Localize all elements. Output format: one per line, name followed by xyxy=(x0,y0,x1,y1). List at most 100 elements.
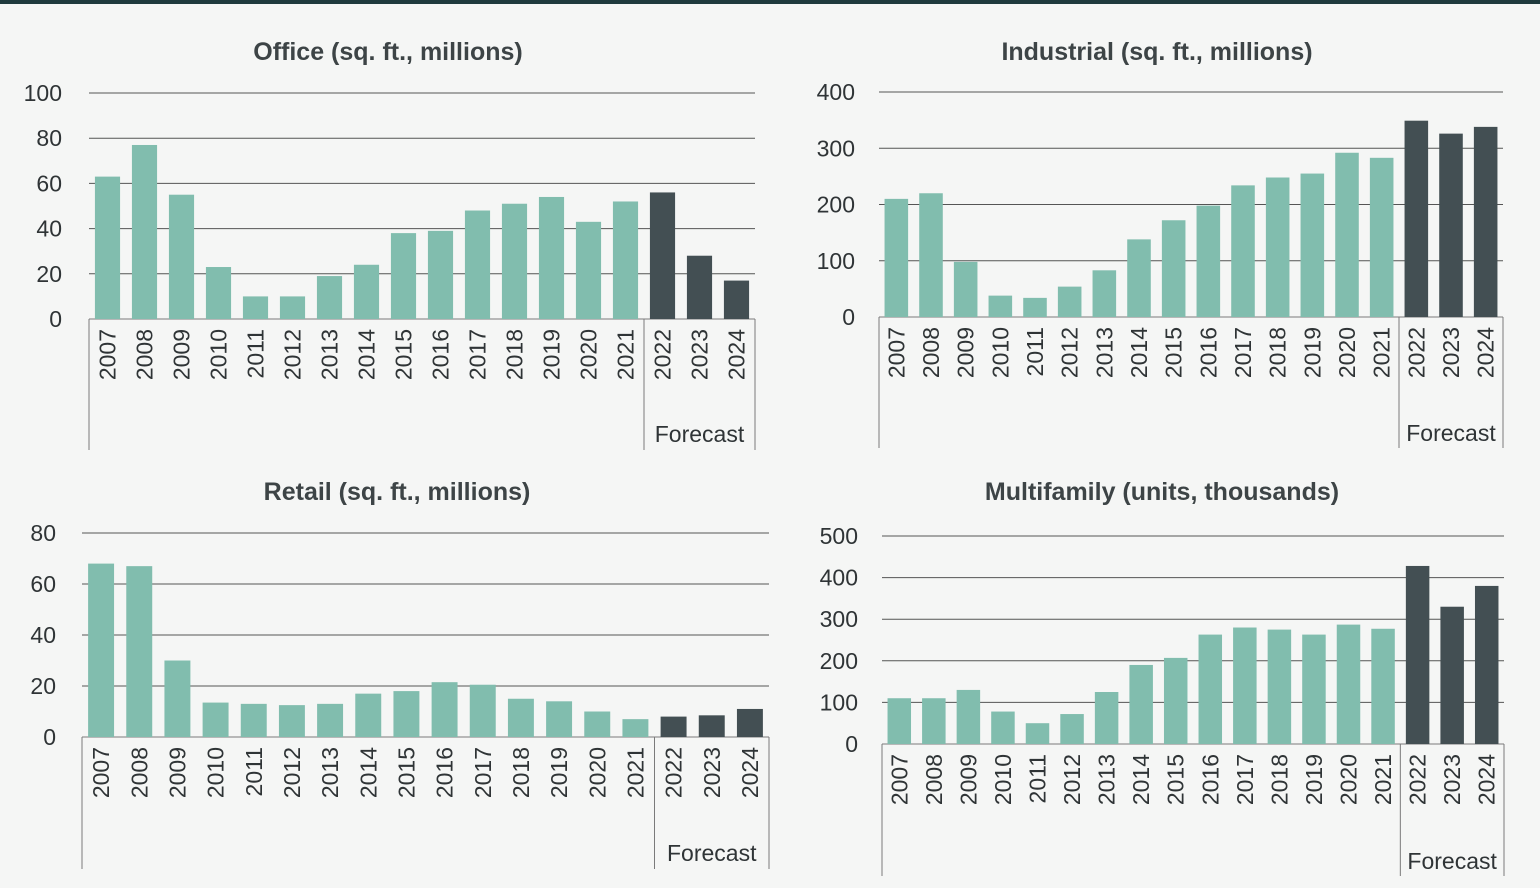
bar-multifamily-2020 xyxy=(1336,624,1361,744)
x-tick-label: 2013 xyxy=(1091,327,1117,378)
x-tick-label: 2007 xyxy=(95,329,121,380)
x-tick-label: 2022 xyxy=(661,747,687,798)
bar-industrial-2012 xyxy=(1057,286,1082,317)
x-tick-label: 2012 xyxy=(279,747,305,798)
bar-retail-2023 xyxy=(698,715,725,737)
x-tick-label: 2019 xyxy=(1299,327,1325,378)
bar-retail-2018 xyxy=(507,698,534,737)
y-tick-label: 40 xyxy=(30,622,56,648)
x-tick-label: 2024 xyxy=(1473,327,1499,378)
x-tick-label: 2012 xyxy=(1057,327,1083,378)
y-tick-label: 0 xyxy=(43,724,56,750)
bar-multifamily-2014 xyxy=(1129,664,1153,744)
bar-retail-2010 xyxy=(202,702,229,737)
bar-retail-2009 xyxy=(164,660,191,737)
y-tick-label: 20 xyxy=(36,261,62,287)
bar-office-2024 xyxy=(723,280,750,319)
bar-office-2021 xyxy=(612,201,639,319)
bar-industrial-2016 xyxy=(1196,205,1221,317)
y-tick-label: 0 xyxy=(845,731,858,757)
bar-multifamily-2013 xyxy=(1094,692,1119,744)
bar-multifamily-2007 xyxy=(887,698,912,744)
bar-industrial-2022 xyxy=(1404,120,1429,317)
bar-retail-2008 xyxy=(126,566,153,737)
x-tick-label: 2014 xyxy=(355,747,381,798)
y-tick-label: 0 xyxy=(842,304,855,330)
bar-multifamily-2018 xyxy=(1267,629,1292,744)
x-tick-label: 2015 xyxy=(393,747,419,798)
x-tick-label: 2010 xyxy=(990,754,1016,805)
chart-title: Retail (sq. ft., millions) xyxy=(264,478,531,506)
bar-retail-2020 xyxy=(584,711,611,737)
chart-title: Industrial (sq. ft., millions) xyxy=(1001,38,1312,66)
x-tick-label: 2007 xyxy=(886,754,912,805)
bar-industrial-2011 xyxy=(1023,297,1047,317)
x-tick-label: 2024 xyxy=(724,329,750,380)
x-tick-label: 2022 xyxy=(1405,754,1431,805)
x-tick-label: 2008 xyxy=(918,327,944,378)
top-rule xyxy=(0,0,1540,4)
x-tick-label: 2023 xyxy=(699,747,725,798)
x-tick-label: 2008 xyxy=(126,747,152,798)
y-tick-label: 100 xyxy=(820,689,858,715)
x-tick-label: 2018 xyxy=(502,329,528,380)
y-tick-label: 200 xyxy=(817,192,855,218)
x-tick-label: 2021 xyxy=(1369,327,1395,378)
x-tick-label: 2011 xyxy=(243,329,269,378)
bar-retail-2024 xyxy=(736,708,763,737)
x-tick-label: 2011 xyxy=(1025,754,1051,803)
bar-industrial-2010 xyxy=(988,295,1013,317)
x-tick-label: 2015 xyxy=(391,329,417,380)
x-tick-label: 2013 xyxy=(317,747,343,798)
x-tick-label: 2010 xyxy=(987,327,1013,378)
bar-office-2013 xyxy=(316,276,343,319)
x-tick-label: 2007 xyxy=(88,747,114,798)
x-tick-label: 2019 xyxy=(539,329,565,380)
x-tick-label: 2024 xyxy=(737,747,763,798)
x-tick-label: 2012 xyxy=(280,329,306,380)
x-tick-label: 2014 xyxy=(354,329,380,380)
bar-multifamily-2008 xyxy=(922,698,946,744)
bar-retail-2014 xyxy=(355,693,382,737)
forecast-label: Forecast xyxy=(1406,420,1496,446)
x-tick-label: 2011 xyxy=(241,747,267,796)
x-tick-label: 2014 xyxy=(1128,754,1154,805)
chart-title: Office (sq. ft., millions) xyxy=(253,38,522,66)
bar-multifamily-2017 xyxy=(1233,627,1257,744)
x-tick-label: 2022 xyxy=(650,329,676,380)
x-tick-label: 2017 xyxy=(1232,754,1258,805)
bar-multifamily-2010 xyxy=(991,711,1015,744)
x-tick-label: 2016 xyxy=(1195,327,1221,378)
bar-multifamily-2022 xyxy=(1405,565,1430,744)
bar-office-2010 xyxy=(205,267,232,319)
bar-office-2017 xyxy=(464,210,491,319)
x-tick-label: 2021 xyxy=(613,329,639,380)
y-tick-label: 60 xyxy=(36,170,62,196)
x-tick-label: 2008 xyxy=(132,329,158,380)
x-tick-label: 2016 xyxy=(428,329,454,380)
bar-industrial-2019 xyxy=(1300,173,1325,317)
x-tick-label: 2010 xyxy=(206,329,232,380)
y-tick-label: 40 xyxy=(36,216,62,242)
bar-industrial-2024 xyxy=(1473,126,1498,317)
bar-multifamily-2023 xyxy=(1440,606,1464,744)
x-tick-label: 2022 xyxy=(1403,327,1429,378)
x-tick-label: 2013 xyxy=(317,329,343,380)
bar-multifamily-2019 xyxy=(1302,634,1326,744)
bar-retail-2021 xyxy=(622,719,649,737)
bar-multifamily-2024 xyxy=(1474,585,1499,744)
x-tick-label: 2021 xyxy=(622,747,648,798)
y-tick-label: 80 xyxy=(36,125,62,151)
bar-multifamily-2012 xyxy=(1060,714,1084,744)
forecast-label: Forecast xyxy=(667,840,757,866)
x-tick-label: 2016 xyxy=(432,747,458,798)
x-tick-label: 2018 xyxy=(1266,754,1292,805)
bar-office-2019 xyxy=(538,196,565,319)
x-tick-label: 2015 xyxy=(1161,327,1187,378)
bar-retail-2011 xyxy=(240,703,267,737)
bar-office-2018 xyxy=(501,203,528,319)
x-tick-label: 2017 xyxy=(470,747,496,798)
y-tick-label: 300 xyxy=(817,135,855,161)
bar-office-2016 xyxy=(427,230,454,319)
